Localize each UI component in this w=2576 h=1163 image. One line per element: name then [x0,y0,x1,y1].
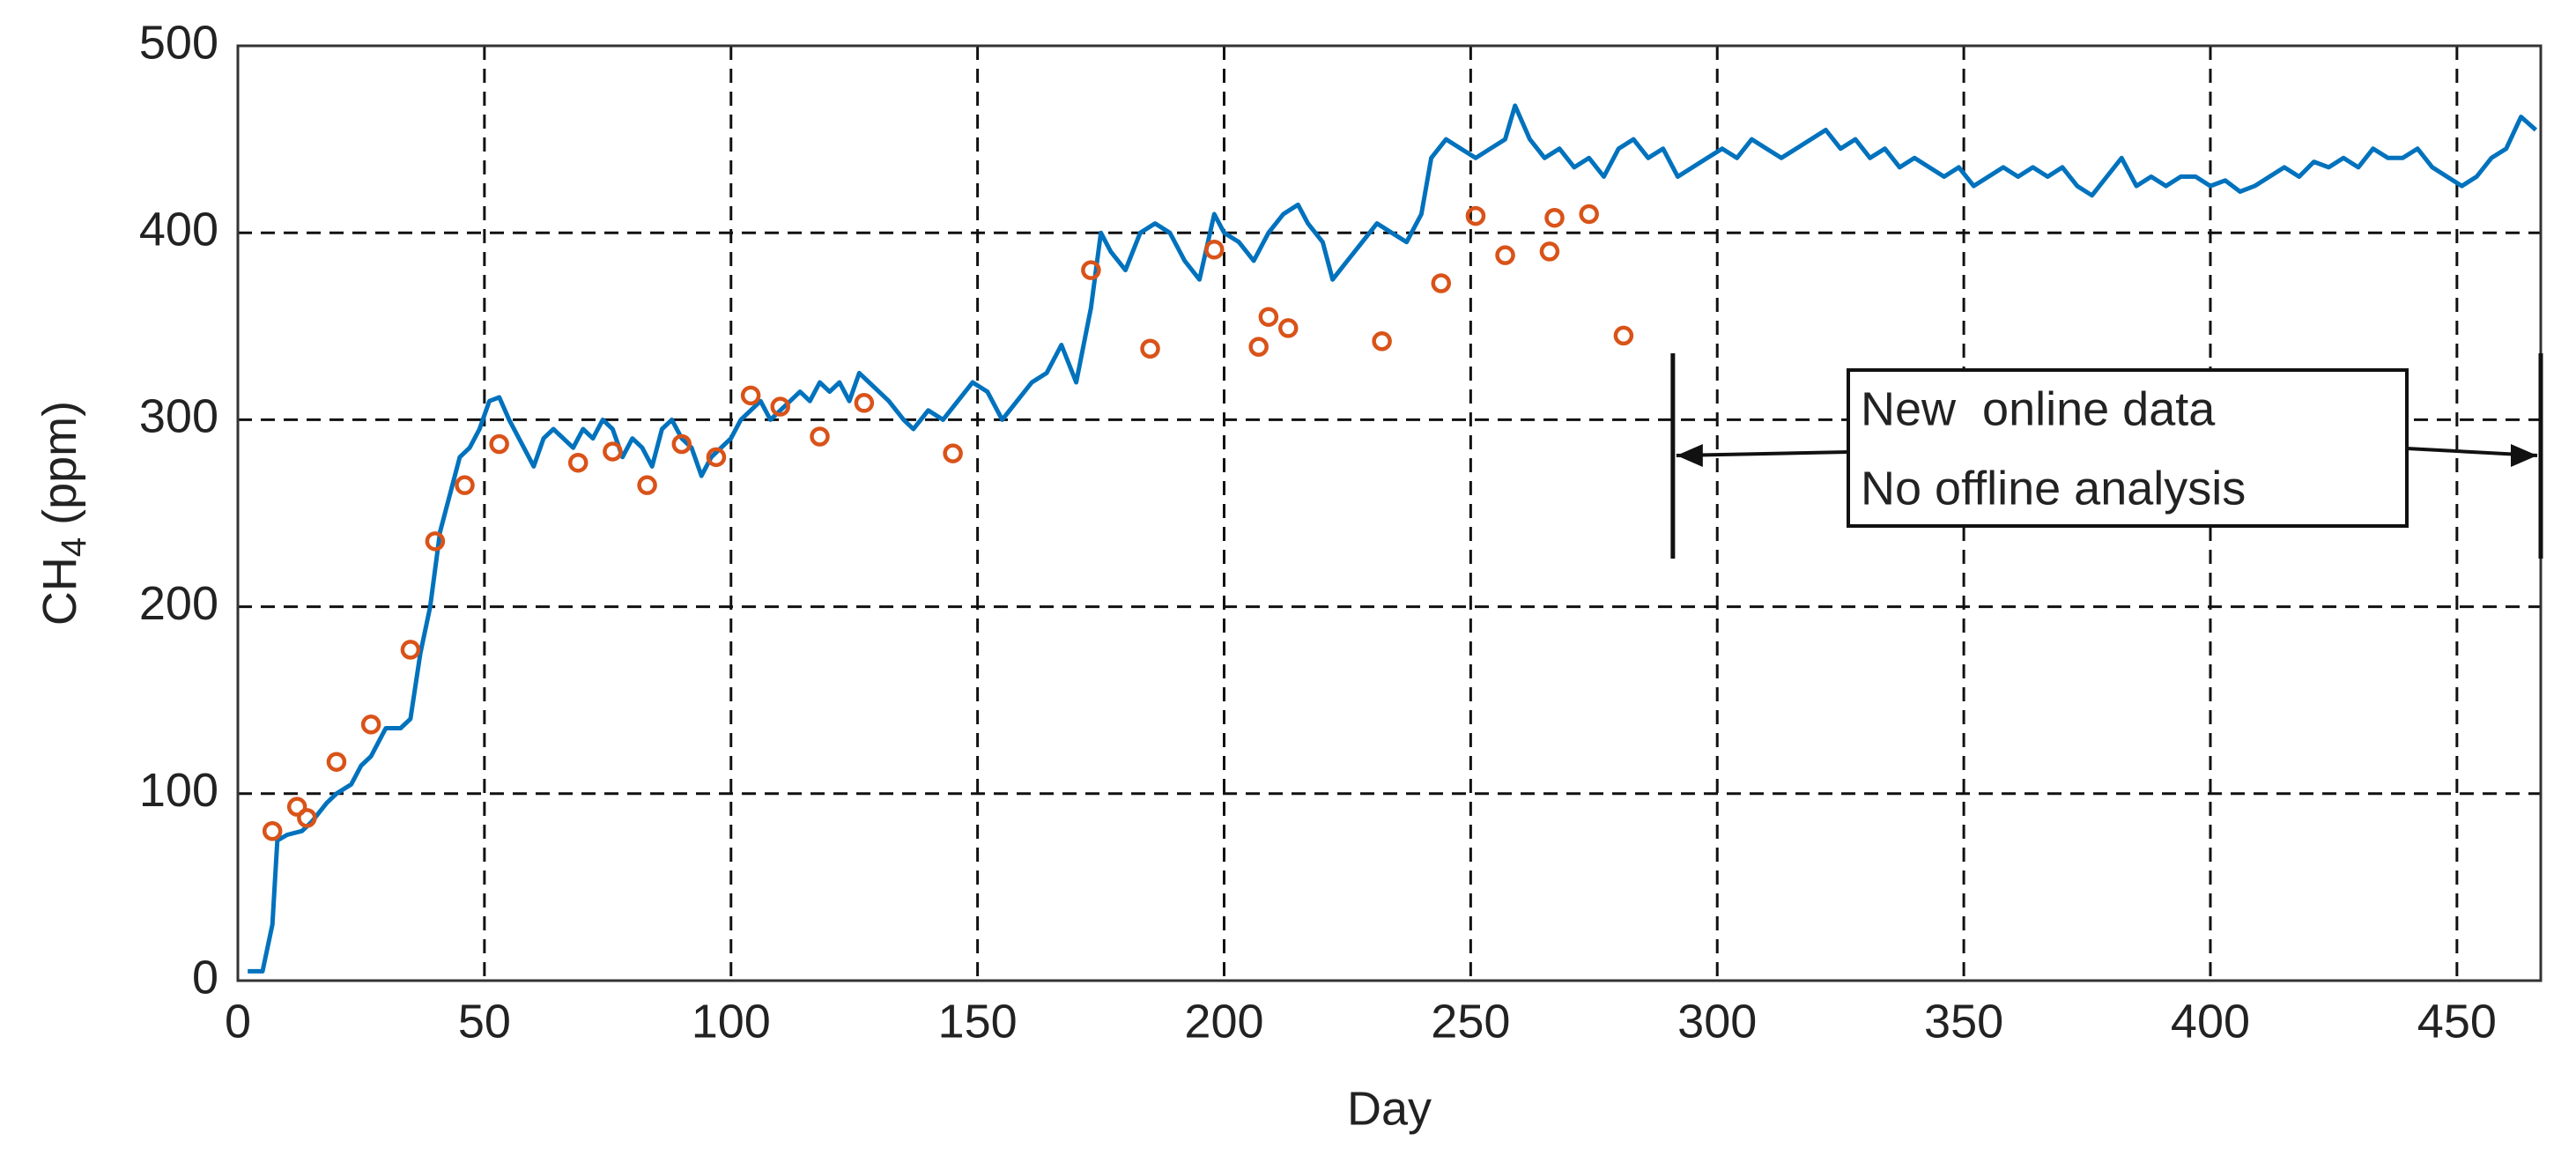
y-label-unit: (ppm) [33,401,86,525]
data-point [1539,241,1560,262]
arrow-head [1676,444,1703,467]
y-label-base: CH [33,557,86,626]
x-tick-label: 50 [458,995,511,1048]
arrow-head [2511,444,2537,467]
data-point [810,426,830,447]
y-tick-label: 400 [139,203,218,256]
y-tick-label: 100 [139,764,218,817]
y-label-subscript: 4 [55,537,93,557]
y-tick-label: 200 [139,577,218,630]
data-point [706,447,727,468]
data-point [1248,337,1269,357]
arrow-line [1676,450,1849,457]
x-tick-label: 150 [938,995,1018,1048]
x-tick-label: 100 [692,995,771,1048]
x-tick-label: 300 [1677,995,1757,1048]
data-point [1258,307,1279,327]
data-point [1613,325,1634,346]
x-tick-label: 350 [1924,995,2003,1048]
data-point [740,385,761,406]
data-point [360,715,381,735]
data-point [1140,338,1160,359]
data-point [400,640,421,660]
y-axis-label: CH4 (ppm) [33,401,93,626]
x-tick-label: 0 [225,995,251,1048]
data-point [297,808,317,828]
data-point [262,820,283,841]
data-point [854,393,875,413]
data-point [286,796,307,817]
data-point [1465,205,1486,226]
data-point [637,475,657,495]
x-tick-label: 250 [1431,995,1510,1048]
y-tick-label: 300 [139,390,218,443]
data-point [1431,273,1452,293]
x-tick-label: 400 [2171,995,2250,1048]
data-point [455,475,475,495]
x-tick-label: 450 [2417,995,2497,1048]
data-point [425,531,446,552]
data-point [1579,204,1599,225]
annotation-text: No offline analysis [1861,462,2246,515]
data-point [1081,260,1101,280]
data-point [567,452,588,473]
data-point [1278,318,1299,338]
data-point [1495,245,1515,265]
data-point [1544,207,1565,228]
data-point [603,441,623,462]
data-point [1372,331,1392,352]
data-point [1204,240,1225,260]
annotation-text: New online data [1861,382,2216,435]
data-point [489,433,509,455]
annotation-box [1847,368,2409,528]
x-tick-label: 200 [1184,995,1263,1048]
data-point [770,396,790,417]
y-tick-label: 0 [192,951,218,1004]
x-axis-label: Day [1347,1082,1432,1135]
data-point [671,433,692,455]
data-line [248,103,2538,974]
data-point [326,752,347,772]
y-tick-label: 500 [139,16,218,69]
data-point [943,443,963,463]
